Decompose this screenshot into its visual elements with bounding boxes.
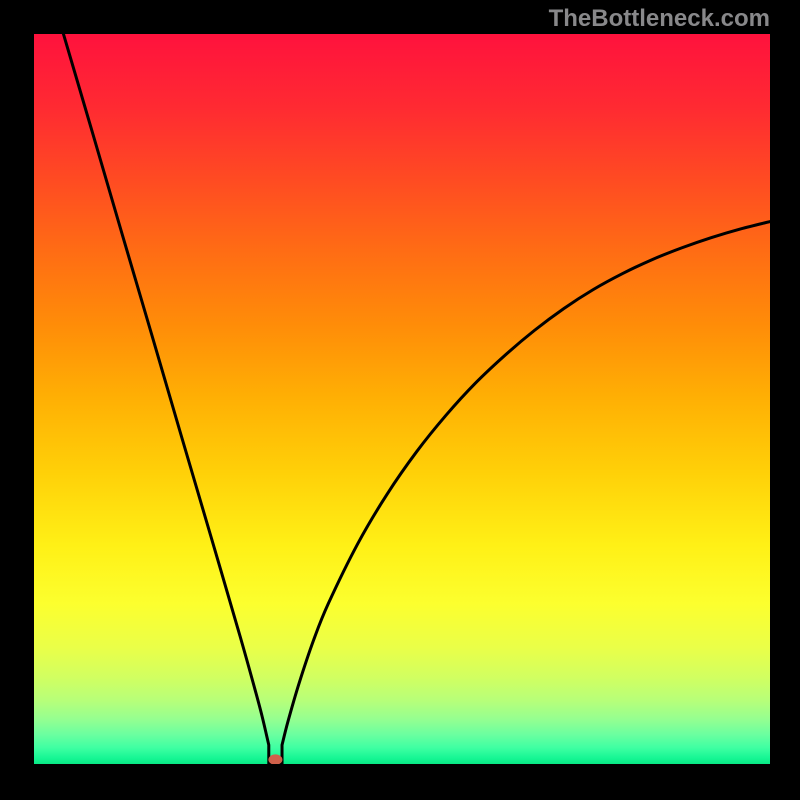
chart-frame: TheBottleneck.com bbox=[0, 0, 800, 800]
watermark-text: TheBottleneck.com bbox=[549, 5, 770, 33]
bottleneck-curve-chart bbox=[34, 34, 770, 764]
gradient-background bbox=[34, 34, 770, 764]
